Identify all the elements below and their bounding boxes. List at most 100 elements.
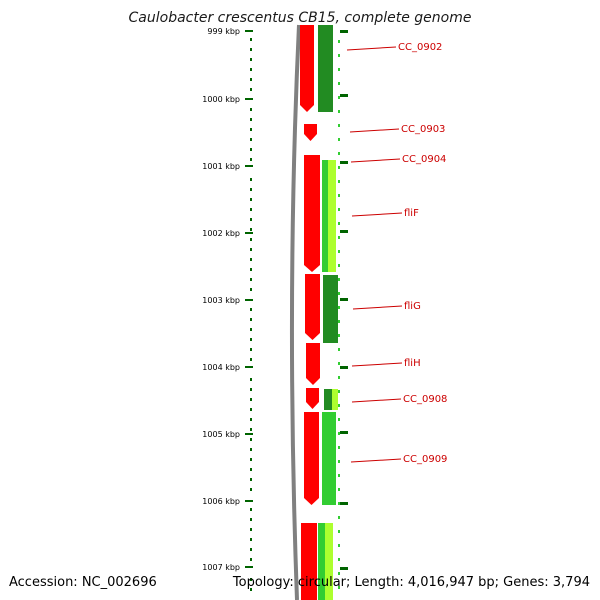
ruler-minor-dot [250,108,252,111]
outer-minor-dot [338,250,340,253]
outer-minor-dot [338,348,340,351]
outer-minor-dot [338,446,340,449]
ruler-minor-dot [250,288,252,291]
ruler-minor-dot [250,148,252,151]
outer-minor-dot [338,222,340,225]
gene-label-leader [351,398,402,403]
ruler-minor-dot [250,88,252,91]
ruler-tick-label: 1006 kbp [202,497,240,506]
outer-minor-dot [338,152,340,155]
gene-label: fliG [404,301,421,312]
ruler-tick-label: 1002 kbp [202,229,240,238]
gene-block [325,523,333,600]
ruler-minor-dot [250,188,252,191]
feature-arrow-red [306,388,319,409]
ruler-minor-dot [250,388,252,391]
gene-label: CC_0909 [403,454,447,465]
outer-minor-dot [338,572,340,575]
outer-minor-dot [338,68,340,71]
ruler-minor-dot [250,548,252,551]
ruler-minor-dot [250,508,252,511]
topology-label: Topology: circular; Length: 4,016,947 bp… [232,575,590,590]
ruler-tick-label: 1004 kbp [202,363,240,372]
gene-block [322,412,336,505]
outer-minor-dot [338,390,340,393]
outer-minor-dot [338,124,340,127]
ruler-minor-dot [250,378,252,381]
ruler-minor-dot [250,258,252,261]
outer-minor-dot [338,418,340,421]
gene-label-leader [351,362,403,367]
ruler-tick-label: 999 kbp [207,27,240,36]
feature-arrow-red [304,155,320,272]
ruler-minor-dot [250,128,252,131]
outer-minor-dot [338,404,340,407]
ruler-tick-label: 1007 kbp [202,563,240,572]
outer-tick [340,298,348,301]
ruler-minor-dot [250,478,252,481]
ruler-minor-dot [250,448,252,451]
gene-label: CC_0908 [403,394,447,405]
outer-minor-dot [338,292,340,295]
accession-label: Accession: NC_002696 [9,575,157,590]
ruler-minor-dot [250,178,252,181]
outer-minor-dot [338,376,340,379]
ruler-minor-dot [250,238,252,241]
gene-block [322,160,328,272]
gene-label-leader [346,46,397,51]
gene-block [332,389,338,410]
ruler-minor-dot [250,468,252,471]
topology-text: Topology: circular; Length: 4,016,947 bp… [233,575,590,590]
outer-tick [340,230,348,233]
ruler-minor-dot [250,528,252,531]
outer-minor-dot [338,474,340,477]
gene-block [328,160,336,272]
ruler-minor-dot [250,248,252,251]
ruler-tick-label: 1001 kbp [202,162,240,171]
ruler-minor-dot [250,328,252,331]
gene-label: CC_0903 [401,124,445,135]
ruler-minor-dot [250,228,252,231]
ruler-minor-dot [250,588,252,591]
ruler-minor-dot [250,578,252,581]
ruler-minor-dot [250,268,252,271]
feature-arrow-red [304,412,319,505]
outer-minor-dot [338,544,340,547]
gene-label-leader [351,212,403,217]
ruler-minor-dot [250,208,252,211]
gene-block [324,389,332,410]
position-ruler: 999 kbp 1000 kbp 1001 kbp 1002 kbp 1003 kbp 1… [202,27,253,591]
outer-minor-dot [338,264,340,267]
outer-tick [340,161,348,164]
feature-arrow-red [305,274,320,340]
ruler-tick-label: 1005 kbp [202,430,240,439]
outer-minor-dot [338,180,340,183]
feature-arrow-red [301,523,317,600]
ruler-minor-dot [250,48,252,51]
outer-minor-dot [338,278,340,281]
feature-arrow-red [300,25,314,112]
ruler-minor-dot [250,558,252,561]
ruler-minor-dot [250,278,252,281]
outer-minor-dot [338,54,340,57]
outer-gene-ticks [338,30,348,589]
ruler-minor-dot [250,408,252,411]
outer-tick [340,366,348,369]
outer-minor-dot [338,194,340,197]
ruler-minor-dot [250,158,252,161]
outer-tick [340,30,348,33]
ruler-minor-dot [250,138,252,141]
ruler-minor-dot [250,338,252,341]
gene-block [318,25,333,112]
outer-minor-dot [338,460,340,463]
ruler-minor-dot [250,218,252,221]
genome-backbone-arc [289,24,301,600]
outer-minor-dot [338,320,340,323]
gene-label: CC_0904 [402,154,446,165]
gene-label-leader [352,305,403,310]
ruler-tick-label: 1000 kbp [202,95,240,104]
outer-minor-dot [338,306,340,309]
gene-label: fliF [404,208,419,219]
